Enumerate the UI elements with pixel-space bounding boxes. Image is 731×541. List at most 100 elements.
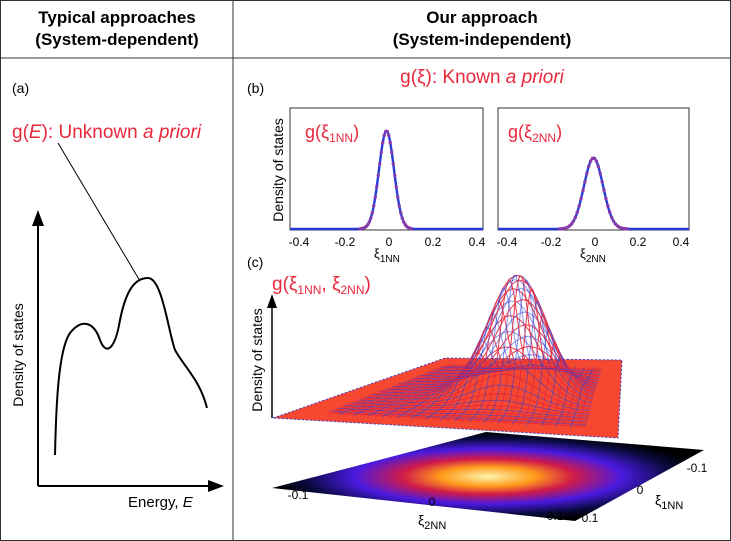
- plot-marker: [575, 210, 579, 214]
- left-y-arrow: [32, 210, 44, 226]
- surface-mesh-line: [439, 366, 602, 372]
- surface-legend-close: ): [365, 274, 371, 295]
- plot-2nn-xlabel-main: ξ: [580, 246, 586, 261]
- heatmap-y-tick-01: 0.1: [582, 511, 599, 525]
- plot-2nn-tick-m04: -0.4: [497, 235, 518, 249]
- heatmap-ylabel: ξ1NN: [655, 492, 683, 512]
- surface-z-arrow: [267, 294, 277, 308]
- plot-marker: [609, 215, 614, 220]
- plot-marker: [402, 220, 406, 224]
- annotation-fn: g(: [12, 122, 30, 143]
- left-ylabel: Density of states: [10, 303, 26, 407]
- annotation-rest: ): Unknown: [42, 122, 143, 143]
- plot-marker: [604, 196, 608, 201]
- panel-b-label: (b): [247, 80, 264, 96]
- plot-2nn-tick-0: 0: [592, 235, 599, 249]
- plot-marker: [579, 196, 583, 201]
- heatmap-y-tick-0: 0: [637, 483, 644, 497]
- annotation-pointer: [57, 142, 141, 282]
- plot-1nn: g(ξ1NN) -0.4 -0.2 0 0.2 0.4 ξ1NN: [289, 107, 486, 265]
- right-header-line1: Our approach: [426, 8, 537, 27]
- plot-marker: [596, 164, 600, 169]
- plot-marker: [399, 211, 403, 215]
- left-xlabel: Energy, E: [128, 494, 194, 511]
- surface-legend-sub1: 1NN: [297, 283, 321, 297]
- plot-2nn-xlabel-sub: 2NN: [586, 254, 606, 265]
- surface-mesh-line: [555, 366, 585, 427]
- known-fn: g(ξ): Known: [400, 67, 506, 88]
- heatmap-x-tick-m01: -0.1: [288, 488, 309, 502]
- plot-1nn-tick-04: 0.4: [469, 235, 486, 249]
- plot-marker: [588, 159, 593, 163]
- annotation-italic: a priori: [143, 122, 202, 143]
- plot-1nn-xlabel-sub: 1NN: [380, 254, 400, 265]
- plot-1nn-legend: g(ξ1NN): [305, 122, 359, 145]
- known-annotation: g(ξ): Known a priori: [400, 67, 565, 88]
- left-xlabel-prefix: Energy,: [128, 494, 183, 511]
- plot-1nn-tick-0: 0: [386, 235, 393, 249]
- plot-marker: [391, 161, 395, 166]
- plot-marker: [606, 204, 610, 208]
- plot-2nn-tick-02: 0.2: [630, 235, 647, 249]
- plot-1nn-frame: [289, 107, 484, 231]
- plot-2nn-frame: [497, 107, 690, 231]
- heatmap-x-tick-01: 0.1: [547, 509, 564, 523]
- heatmap-xlabel: ξ2NN: [418, 512, 446, 532]
- plot-marker: [372, 204, 376, 208]
- annotation-var: E: [29, 122, 42, 143]
- surface-ylabel: Density of states: [249, 308, 265, 412]
- plot-marker: [370, 211, 374, 215]
- plot-marker: [587, 164, 591, 169]
- plot-marker: [385, 129, 389, 134]
- plot-marker: [381, 140, 385, 145]
- surface-mesh-line: [436, 368, 601, 374]
- plot-marker: [369, 216, 373, 220]
- plot-marker: [594, 159, 599, 163]
- plot-2nn-legend-main: g(ξ: [508, 122, 532, 142]
- plot-marker: [382, 133, 386, 138]
- plot-2nn-tick-04: 0.4: [673, 235, 690, 249]
- plot-2nn-tick-m02: -0.2: [541, 235, 562, 249]
- left-header-line1: Typical approaches: [38, 8, 195, 27]
- panel-a-label: (a): [12, 80, 29, 96]
- plot-marker: [611, 219, 616, 223]
- left-header-line2: (System-dependent): [35, 30, 198, 49]
- heatmap-plane: [272, 432, 704, 521]
- plot-marker: [376, 173, 380, 178]
- plot-marker: [390, 150, 394, 154]
- plot-2nn-legend-close: ): [556, 122, 562, 142]
- surface-legend: g(ξ1NN, ξ2NN): [272, 274, 371, 297]
- plot-marker: [585, 171, 589, 176]
- plot-2nn-legend-sub: 2NN: [532, 131, 556, 145]
- heatmap-xlabel-sub: 2NN: [424, 520, 446, 532]
- heatmap-ylabel-sub: 1NN: [661, 500, 683, 512]
- plot-1nn-xlabel-main: ξ: [374, 246, 380, 261]
- plot-marker: [592, 156, 597, 161]
- plot-marker: [396, 195, 400, 199]
- plot-marker: [400, 216, 404, 220]
- plot-marker: [393, 173, 397, 178]
- plot-marker: [600, 179, 604, 184]
- plot-2nn-markers: [558, 156, 629, 231]
- plot-marker: [577, 204, 581, 208]
- plot-2nn-legend: g(ξ2NN): [508, 122, 562, 145]
- plot-marker: [598, 171, 602, 176]
- panel-c-label: (c): [247, 254, 263, 270]
- plot-marker: [581, 188, 585, 192]
- plot-1nn-markers: [358, 129, 413, 231]
- left-x-arrow: [208, 480, 224, 492]
- plot-marker: [366, 222, 370, 227]
- plot-marker: [569, 222, 574, 226]
- surface-legend-sub2: 2NN: [341, 283, 365, 297]
- plot-marker: [378, 161, 382, 166]
- right-header-line2: (System-independent): [393, 30, 572, 49]
- plot-1nn-xlabel: ξ1NN: [374, 246, 400, 265]
- g-e-annotation: g(E): Unknown a priori: [12, 122, 202, 143]
- plot-marker: [388, 140, 392, 145]
- plot-marker: [394, 185, 398, 189]
- heatmap-xlabel-main: ξ: [418, 512, 424, 528]
- surface-mesh-line: [562, 366, 590, 428]
- plot-1nn-legend-main: g(ξ: [305, 122, 329, 142]
- plot-1nn-legend-sub: 1NN: [329, 131, 353, 145]
